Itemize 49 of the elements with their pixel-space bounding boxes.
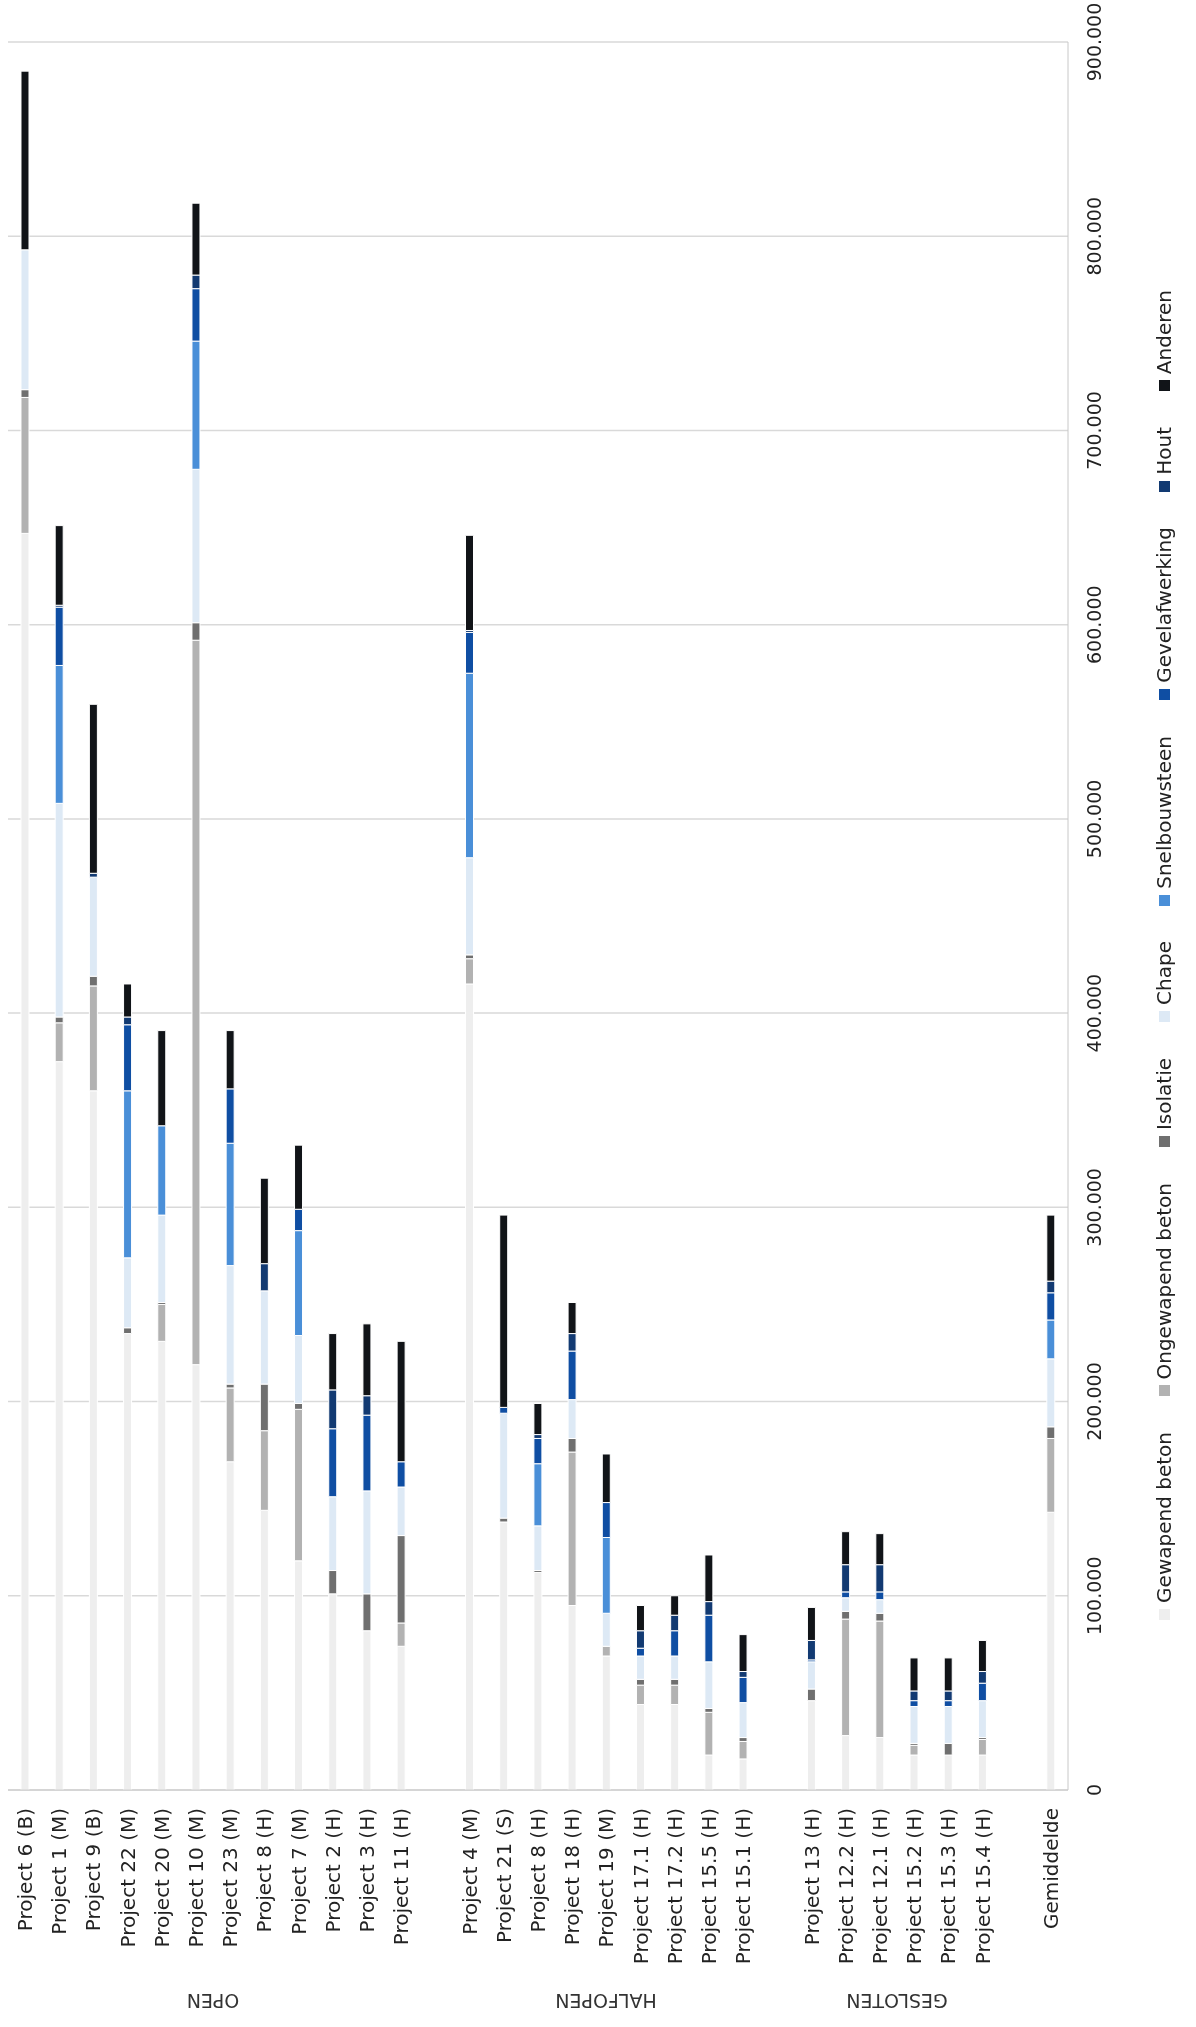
text: Gevelafwerking: [1152, 527, 1176, 684]
y-tick-label: 100.000: [1083, 1556, 1105, 1636]
y-tick-label: 400.000: [1083, 973, 1105, 1053]
y-tick-label: 700.000: [1083, 391, 1105, 470]
x-tick-label: Project 12.2 (H): [833, 1808, 858, 1965]
text: OPEN: [185, 1990, 241, 2012]
x-tick-label: Project 21 (S): [491, 1808, 516, 1943]
x-tick-label: Project 17.2 (H): [662, 1808, 687, 1965]
x-tick-label: Project 17.1 (H): [628, 1808, 653, 1965]
text: Anderen: [1152, 290, 1176, 375]
text: Snelbouwsteen: [1152, 735, 1176, 889]
text: Ongewapend beton: [1152, 1182, 1176, 1380]
text: Isolatie: [1152, 1058, 1176, 1131]
text: Chape: [1152, 941, 1176, 1006]
x-tick-label: Project 7 (M): [286, 1808, 311, 1935]
x-tick-label: Project 9 (B): [81, 1808, 106, 1932]
x-tick-label: Project 23 (M): [218, 1808, 243, 1948]
text: Hout: [1152, 426, 1176, 475]
x-tick-label: Project 15.2 (H): [902, 1808, 927, 1965]
x-tick-label: Project 11 (H): [389, 1808, 414, 1946]
x-tick-label: Project 15.3 (H): [936, 1808, 961, 1965]
x-tick-label: Project 18 (H): [560, 1808, 585, 1946]
text: Gewapend beton: [1152, 1432, 1176, 1603]
text: GESLOTEN: [845, 1990, 949, 2012]
x-tick-label: Project 10 (M): [184, 1808, 209, 1948]
y-tick-label: 0: [1083, 1783, 1105, 1797]
x-tick-label: Project 13 (H): [799, 1808, 824, 1946]
x-tick-label: Project 15.1 (H): [731, 1808, 756, 1965]
x-tick-label: Project 8 (H): [252, 1808, 277, 1933]
y-tick-label: 600.000: [1083, 585, 1105, 664]
x-tick-label: Project 19 (M): [594, 1808, 619, 1948]
text: HALFOPEN: [554, 1990, 659, 2012]
x-tick-label: Project 15.4 (H): [970, 1808, 995, 1965]
y-tick-label: 500.000: [1083, 779, 1105, 859]
y-tick-label: 300.000: [1083, 1168, 1105, 1247]
x-tick-label: Project 1 (M): [47, 1808, 72, 1935]
y-tick-label: 900.000: [1083, 2, 1105, 82]
x-tick-label: Project 15.5 (H): [696, 1808, 721, 1965]
x-tick-label: Project 8 (H): [526, 1808, 550, 1933]
y-tick-label: 200.000: [1083, 1362, 1105, 1441]
x-tick-label: Project 20 (M): [149, 1808, 174, 1948]
x-tick-label: Gemiddelde: [1038, 1808, 1063, 1930]
x-tick-label: Project 3 (H): [355, 1808, 380, 1933]
x-tick-label: Project 2 (H): [320, 1808, 345, 1933]
y-tick-label: 800.000: [1083, 196, 1105, 276]
x-tick-label: Project 6 (B): [13, 1808, 38, 1932]
x-tick-label: Project 4 (M): [457, 1808, 482, 1935]
x-tick-label: Project 12.1 (H): [867, 1808, 892, 1965]
x-tick-label: Project 22 (M): [115, 1808, 140, 1948]
